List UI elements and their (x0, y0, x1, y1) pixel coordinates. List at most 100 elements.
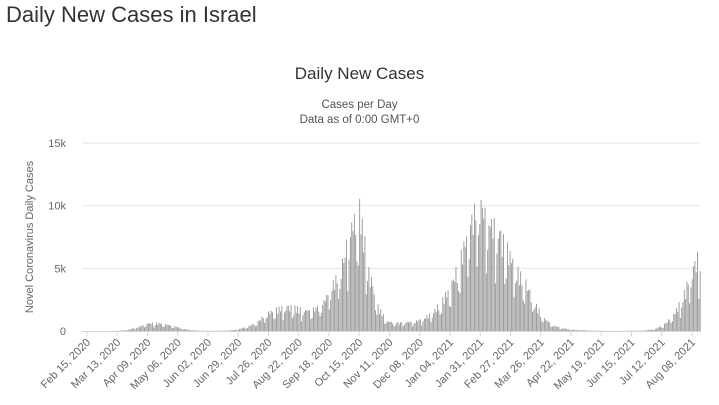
bar (336, 283, 338, 331)
bar (423, 318, 425, 331)
bar (521, 285, 523, 331)
bar (538, 308, 540, 331)
bar (645, 330, 647, 331)
bar (489, 226, 491, 331)
bar (664, 323, 665, 331)
bar (188, 329, 190, 331)
bar (467, 276, 469, 331)
bar (342, 258, 343, 331)
bar (177, 326, 178, 331)
bar (305, 310, 306, 331)
bar (233, 330, 235, 331)
bar (565, 328, 567, 331)
y-tick-label: 10k (48, 201, 66, 213)
chart-subtitle-line-2: Data as of 0:00 GMT+0 (299, 114, 420, 126)
bar (361, 218, 363, 331)
bar (124, 330, 126, 331)
bar (698, 298, 700, 331)
chart-subtitle-line-1: Cases per Day (321, 99, 398, 111)
bar (481, 207, 483, 331)
bar (324, 301, 326, 331)
bar (167, 324, 169, 331)
bar (323, 299, 325, 331)
bar (665, 322, 667, 331)
bar (566, 329, 568, 331)
bar (408, 322, 409, 331)
bar (173, 328, 175, 331)
bar (685, 299, 687, 331)
bar (347, 291, 349, 331)
bar (256, 325, 258, 331)
bar (555, 326, 557, 331)
bar (283, 312, 285, 331)
bar (397, 322, 399, 331)
bar (534, 307, 536, 331)
bar (404, 324, 405, 331)
bar (353, 213, 355, 331)
bar (384, 323, 386, 331)
bar (244, 327, 246, 331)
bar (476, 266, 478, 331)
bar (356, 261, 358, 331)
bar (506, 242, 508, 331)
bar (641, 330, 643, 331)
bar (351, 222, 353, 331)
bar (517, 266, 519, 331)
bar (444, 291, 446, 331)
bar (239, 328, 241, 331)
bar (122, 330, 124, 331)
bar (551, 326, 553, 331)
bar (348, 259, 350, 331)
bar (694, 261, 696, 331)
bar (182, 329, 184, 331)
bar (689, 303, 691, 331)
bar (326, 294, 328, 331)
bar (320, 312, 322, 331)
y-tick-label: 0 (60, 326, 66, 338)
bar (413, 323, 415, 331)
bar (235, 329, 237, 331)
bar (508, 265, 510, 331)
bar (660, 326, 662, 331)
bar (533, 309, 535, 331)
bar (393, 325, 395, 331)
bar (666, 322, 668, 331)
bar (574, 329, 576, 331)
bar (550, 327, 552, 331)
bar (697, 251, 698, 331)
bar (649, 329, 651, 331)
bar (180, 329, 182, 331)
bar (414, 323, 416, 331)
bar (285, 310, 287, 331)
bar (525, 279, 527, 331)
bar (695, 272, 697, 331)
y-tick-label: 15k (48, 138, 66, 150)
bar (250, 325, 252, 331)
bar (675, 308, 677, 331)
bar (693, 266, 695, 331)
bar (140, 326, 142, 331)
bar (327, 295, 329, 331)
bar (446, 297, 448, 331)
bar (554, 325, 556, 331)
bar (558, 326, 560, 331)
bar (670, 323, 672, 331)
bar (343, 262, 345, 331)
bar (315, 307, 317, 331)
bar (455, 266, 457, 331)
bar (253, 324, 255, 331)
bar (163, 326, 165, 331)
bar (516, 280, 518, 331)
bar (654, 328, 656, 331)
bar (459, 293, 461, 331)
bar (674, 313, 676, 331)
bar (483, 218, 485, 331)
bar (466, 236, 468, 331)
bar (417, 321, 419, 331)
bar (462, 264, 464, 331)
bar (510, 263, 512, 331)
bar (349, 237, 351, 331)
bar (381, 316, 383, 331)
bar (539, 316, 541, 331)
